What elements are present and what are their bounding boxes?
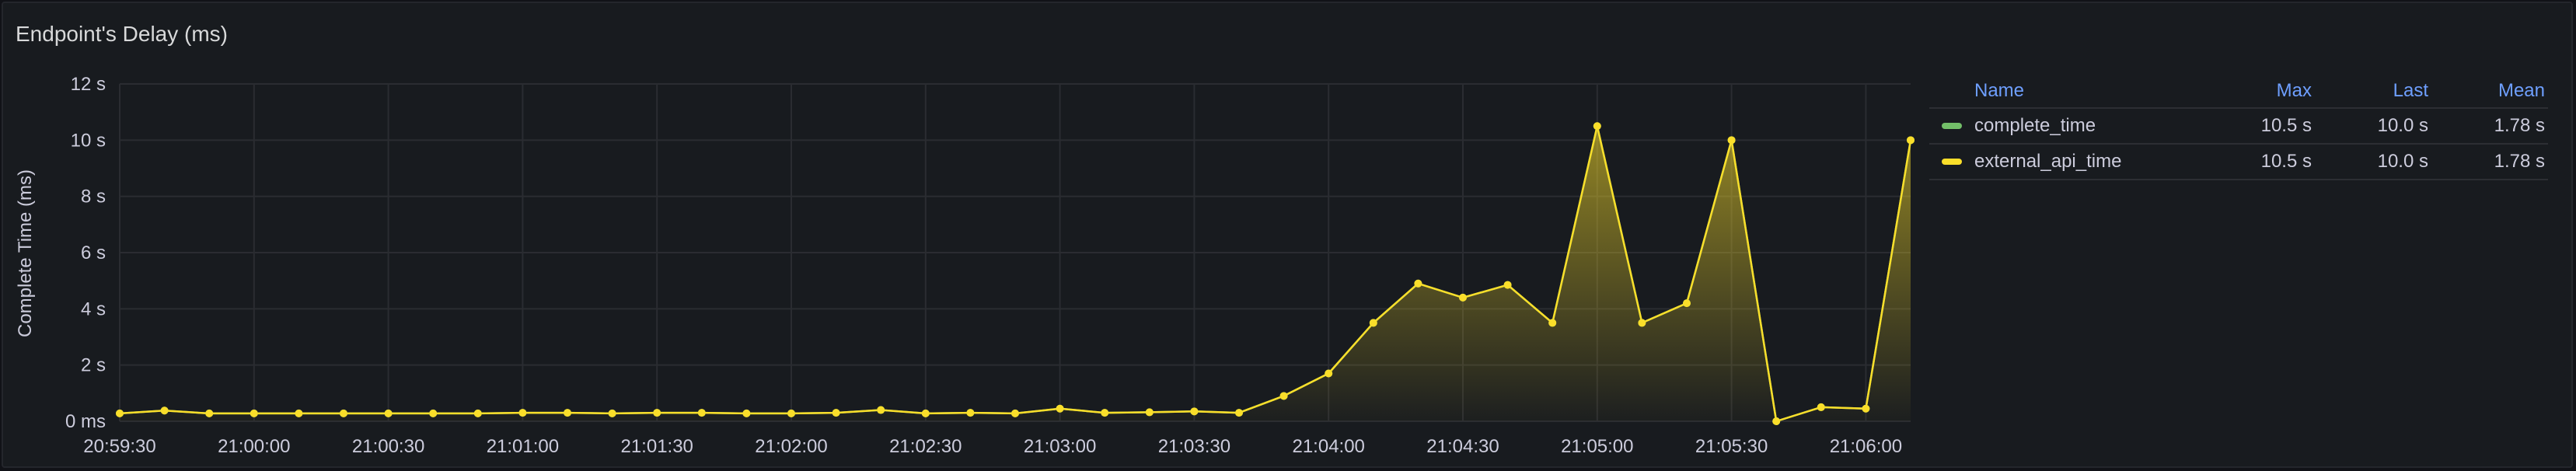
data-point[interactable] xyxy=(1683,299,1691,308)
data-point[interactable] xyxy=(1325,369,1333,378)
legend-header-max[interactable]: Max xyxy=(2276,80,2312,101)
data-point[interactable] xyxy=(1772,417,1781,425)
legend-mean-value: 1.78 s xyxy=(2494,115,2545,136)
data-point[interactable] xyxy=(1817,403,1825,411)
data-point[interactable] xyxy=(384,409,393,417)
x-tick-label: 21:06:00 xyxy=(1830,436,1902,457)
data-point[interactable] xyxy=(564,409,571,417)
series-color-swatch xyxy=(1942,123,1962,129)
y-tick-label: 8 s xyxy=(81,187,106,208)
x-tick-label: 21:01:30 xyxy=(620,436,693,457)
data-point[interactable] xyxy=(116,409,124,417)
data-point[interactable] xyxy=(1145,408,1154,417)
data-point[interactable] xyxy=(877,406,885,414)
data-point[interactable] xyxy=(205,409,214,417)
data-point[interactable] xyxy=(1459,293,1467,302)
y-tick-label: 4 s xyxy=(81,298,106,319)
y-tick-label: 12 s xyxy=(71,74,106,95)
x-tick-label: 21:04:30 xyxy=(1426,436,1499,457)
x-tick-label: 21:00:00 xyxy=(218,436,290,457)
data-point[interactable] xyxy=(1101,409,1109,417)
legend-series-name[interactable]: external_api_time xyxy=(1929,151,2195,173)
legend-last-value: 10.0 s xyxy=(2377,115,2428,136)
panel-title: Endpoint's Delay (ms) xyxy=(16,22,228,46)
data-point[interactable] xyxy=(787,409,795,417)
data-point[interactable] xyxy=(1727,136,1736,145)
data-point[interactable] xyxy=(250,409,258,417)
series-points xyxy=(116,122,1915,425)
x-axis: 20:59:30 21:00:00 21:00:30 21:01:00 21:01:30… xyxy=(83,436,1902,457)
y-tick-label: 6 s xyxy=(81,242,106,263)
data-point[interactable] xyxy=(1907,136,1915,145)
x-tick-label: 21:03:30 xyxy=(1158,436,1230,457)
legend-series-label[interactable]: complete_time xyxy=(1974,115,2096,136)
legend-row-complete-time[interactable]: complete_time 10.5 s 10.0 s 1.78 s xyxy=(1929,109,2548,145)
legend-row-external-api-time[interactable]: external_api_time 10.5 s 10.0 s 1.78 s xyxy=(1929,145,2548,180)
legend-header-name[interactable]: Name xyxy=(1974,80,2025,101)
data-point[interactable] xyxy=(1190,407,1199,416)
data-point[interactable] xyxy=(340,409,347,417)
data-point[interactable] xyxy=(429,409,438,417)
series-area xyxy=(120,126,1911,422)
data-point[interactable] xyxy=(608,409,616,417)
y-tick-label: 0 ms xyxy=(65,411,106,432)
data-point[interactable] xyxy=(518,409,527,417)
legend-header-mean[interactable]: Mean xyxy=(2497,80,2545,101)
legend-max-value: 10.5 s xyxy=(2260,151,2312,172)
x-tick-label: 21:05:30 xyxy=(1695,436,1768,457)
data-point[interactable] xyxy=(1056,404,1064,413)
legend-series-name[interactable]: complete_time xyxy=(1929,115,2195,137)
data-point[interactable] xyxy=(295,409,303,417)
series-fill-external_api_time xyxy=(120,126,1911,422)
legend-last-value: 10.0 s xyxy=(2377,151,2428,172)
data-point[interactable] xyxy=(1279,392,1288,400)
data-point[interactable] xyxy=(966,409,975,417)
x-tick-label: 21:05:00 xyxy=(1561,436,1633,457)
x-tick-label: 21:02:00 xyxy=(755,436,827,457)
y-axis: 0 ms 2 s 4 s 6 s 8 s 10 s 12 s xyxy=(65,74,106,432)
x-tick-label: 21:03:00 xyxy=(1024,436,1096,457)
data-point[interactable] xyxy=(1548,319,1557,327)
y-tick-label: 2 s xyxy=(81,355,106,376)
y-tick-label: 10 s xyxy=(71,130,106,151)
data-point[interactable] xyxy=(653,409,661,417)
x-tick-label: 21:00:30 xyxy=(352,436,424,457)
legend-header: Name Max Last Mean xyxy=(1929,75,2548,109)
legend-max-value: 10.5 s xyxy=(2260,115,2312,136)
x-tick-label: 21:04:00 xyxy=(1292,436,1364,457)
legend-header-last[interactable]: Last xyxy=(2393,80,2428,101)
data-point[interactable] xyxy=(697,409,706,417)
y-axis-label: Complete Time (ms) xyxy=(15,169,36,337)
legend-series-label[interactable]: external_api_time xyxy=(1974,151,2122,172)
data-point[interactable] xyxy=(160,406,169,415)
x-tick-label: 21:01:00 xyxy=(487,436,559,457)
data-point[interactable] xyxy=(1503,281,1512,289)
data-point[interactable] xyxy=(1862,404,1870,413)
time-series-chart: 0 ms 2 s 4 s 6 s 8 s 10 s 12 s 20:59:30 21:00:0… xyxy=(15,74,1915,457)
data-point[interactable] xyxy=(1369,319,1377,327)
data-point[interactable] xyxy=(1414,279,1422,288)
data-point[interactable] xyxy=(1638,319,1646,327)
legend-table: Name Max Last Mean complete_time 10.5 s … xyxy=(1929,75,2548,180)
data-point[interactable] xyxy=(832,409,840,417)
series-color-swatch xyxy=(1942,159,1962,165)
data-point[interactable] xyxy=(742,409,751,417)
x-tick-label: 21:02:30 xyxy=(889,436,962,457)
data-point[interactable] xyxy=(1011,409,1019,417)
data-point[interactable] xyxy=(1593,122,1601,131)
legend-mean-value: 1.78 s xyxy=(2494,151,2545,172)
data-point[interactable] xyxy=(473,409,482,417)
x-tick-label: 20:59:30 xyxy=(83,436,155,457)
data-point[interactable] xyxy=(921,409,930,417)
data-point[interactable] xyxy=(1235,409,1243,417)
